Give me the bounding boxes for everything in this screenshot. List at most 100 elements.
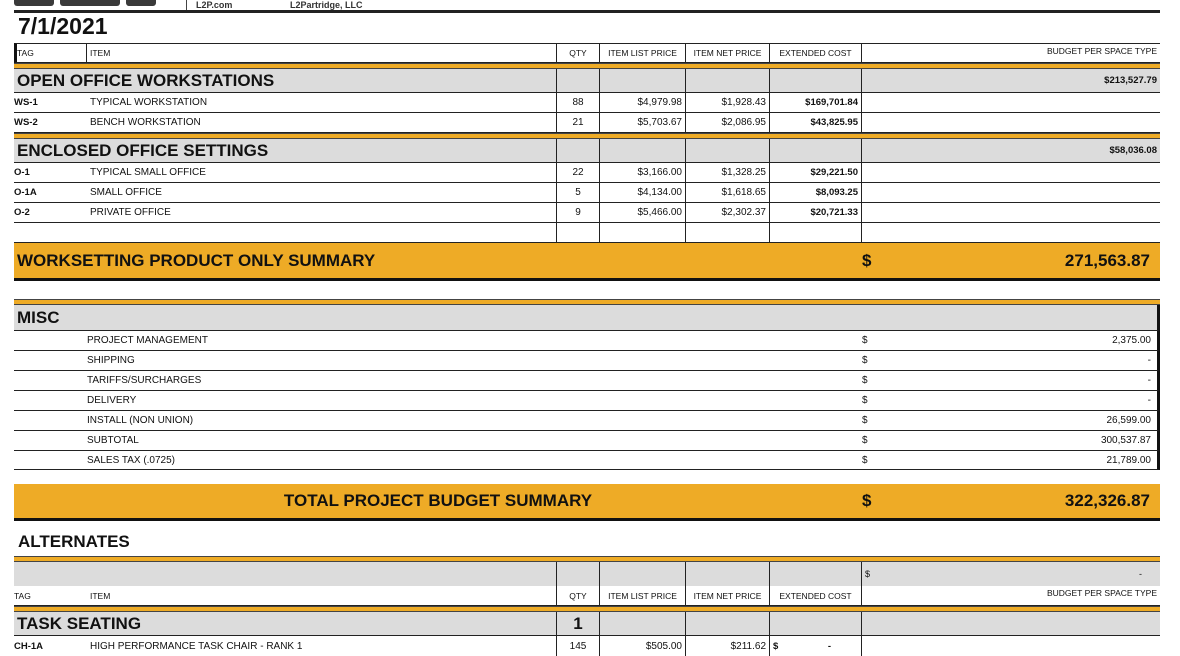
col-tag: TAG <box>14 590 31 601</box>
row-net-price: $1,618.65 <box>686 183 770 202</box>
row-extended-cost: - <box>827 640 831 652</box>
row-extended-cost: $20,721.33 <box>770 203 862 222</box>
summary-label: TOTAL PROJECT BUDGET SUMMARY <box>283 491 593 510</box>
misc-value: 2,375.00 <box>1112 335 1151 346</box>
table-row: WS-2 BENCH WORKSTATION 21 $5,703.67 $2,0… <box>14 113 1160 133</box>
misc-row: SHIPPING $ - <box>14 351 1160 371</box>
misc-label: TARIFFS/SURCHARGES <box>87 375 202 386</box>
col-item: ITEM <box>87 44 557 62</box>
table-row: CH-1A HIGH PERFORMANCE TASK CHAIR - RANK… <box>14 636 1160 656</box>
row-qty: 21 <box>557 113 600 132</box>
misc-label: DELIVERY <box>87 395 137 406</box>
summary-currency: $ <box>862 491 872 510</box>
col-budget: BUDGET PER SPACE TYPE <box>1046 46 1157 56</box>
row-extended-cost: $169,701.84 <box>770 93 862 112</box>
misc-currency: $ <box>862 335 868 346</box>
row-net-price: $1,328.25 <box>686 163 770 182</box>
report-date: 7/1/2021 <box>18 13 108 39</box>
gold-divider <box>14 606 1160 612</box>
misc-row: SALES TAX (.0725) $21,789.00 <box>14 451 1160 470</box>
site-url: L2P.com <box>196 0 233 10</box>
summary-currency: $ <box>862 250 872 270</box>
misc-row: INSTALL (NON UNION) $26,599.00 <box>14 411 1160 431</box>
misc-currency: $ <box>862 395 868 406</box>
row-extended-cost: $8,093.25 <box>770 183 862 202</box>
misc-value: - <box>1147 395 1151 406</box>
table-row: WS-1 TYPICAL WORKSTATION 88 $4,979.98 $1… <box>14 93 1160 113</box>
alternates-title: ALTERNATES <box>18 532 130 551</box>
col-qty: QTY <box>557 586 600 605</box>
section-title: MISC <box>17 307 60 327</box>
row-net-price: $1,928.43 <box>686 93 770 112</box>
row-list-price: $505.00 <box>600 636 686 656</box>
section-misc: MISC <box>14 305 1160 331</box>
row-qty: 9 <box>557 203 600 222</box>
misc-label: SUBTOTAL <box>87 435 139 446</box>
misc-currency: $ <box>862 375 868 386</box>
row-qty: 5 <box>557 183 600 202</box>
col-qty: QTY <box>557 44 600 62</box>
section-title: ENCLOSED OFFICE SETTINGS <box>14 139 557 162</box>
row-qty: 22 <box>557 163 600 182</box>
company-logo <box>14 0 174 6</box>
summary-label: WORKSETTING PRODUCT ONLY SUMMARY <box>17 250 376 270</box>
column-header-row: TAG ITEM QTY ITEM LIST PRICE ITEM NET PR… <box>14 586 1160 606</box>
row-list-price: $4,134.00 <box>600 183 686 202</box>
section-task-seating: TASK SEATING 1 <box>14 612 1160 636</box>
row-net-price: $2,086.95 <box>686 113 770 132</box>
section-title: OPEN OFFICE WORKSTATIONS <box>14 69 557 92</box>
misc-currency: $ <box>862 435 868 446</box>
row-ext-currency: $ <box>773 640 779 652</box>
table-row: O-1A SMALL OFFICE 5 $4,134.00 $1,618.65 … <box>14 183 1160 203</box>
gold-divider <box>14 133 1160 139</box>
row-item: TYPICAL WORKSTATION <box>87 93 557 112</box>
misc-value: - <box>1147 355 1151 366</box>
gold-divider <box>14 556 1160 562</box>
misc-label: SALES TAX (.0725) <box>87 454 176 466</box>
row-list-price: $4,979.98 <box>600 93 686 112</box>
row-qty: 88 <box>557 93 600 112</box>
col-tag: TAG <box>17 44 87 62</box>
alternates-value: - <box>1139 569 1142 579</box>
row-tag: O-1A <box>14 187 37 198</box>
misc-currency: $ <box>862 355 868 366</box>
row-list-price: $3,166.00 <box>600 163 686 182</box>
misc-value: - <box>1147 375 1151 386</box>
row-list-price: $5,703.67 <box>600 113 686 132</box>
row-tag: CH-1A <box>14 640 44 652</box>
col-extended-cost: EXTENDED COST <box>770 586 862 605</box>
row-tag: O-1 <box>14 167 30 178</box>
row-item: BENCH WORKSTATION <box>87 113 557 132</box>
column-header-row: TAG ITEM QTY ITEM LIST PRICE ITEM NET PR… <box>14 43 1160 63</box>
row-net-price: $211.62 <box>686 636 770 656</box>
misc-currency: $ <box>862 454 868 466</box>
worksetting-summary: WORKSETTING PRODUCT ONLY SUMMARY $ 271,5… <box>14 243 1160 281</box>
row-extended-cost: $43,825.95 <box>770 113 862 132</box>
misc-value: 21,789.00 <box>1106 454 1152 466</box>
misc-row: DELIVERY $ - <box>14 391 1160 411</box>
row-tag: WS-1 <box>14 97 38 108</box>
section-enclosed-office: ENCLOSED OFFICE SETTINGS $58,036.08 <box>14 139 1160 163</box>
section-budget: $58,036.08 <box>1109 145 1157 156</box>
table-row: O-2 PRIVATE OFFICE 9 $5,466.00 $2,302.37… <box>14 203 1160 223</box>
row-item: PRIVATE OFFICE <box>87 203 557 222</box>
row-list-price: $5,466.00 <box>600 203 686 222</box>
col-budget: BUDGET PER SPACE TYPE <box>1046 588 1157 598</box>
misc-currency: $ <box>862 415 868 426</box>
section-budget: $213,527.79 <box>1104 75 1157 86</box>
row-item: SMALL OFFICE <box>87 183 557 202</box>
misc-label: INSTALL (NON UNION) <box>87 415 194 426</box>
row-item: TYPICAL SMALL OFFICE <box>87 163 557 182</box>
table-row: O-1 TYPICAL SMALL OFFICE 22 $3,166.00 $1… <box>14 163 1160 183</box>
misc-value: 300,537.87 <box>1100 435 1151 446</box>
row-item: HIGH PERFORMANCE TASK CHAIR - RANK 1 <box>87 636 557 656</box>
row-net-price: $2,302.37 <box>686 203 770 222</box>
gold-divider <box>14 63 1160 69</box>
misc-label: SHIPPING <box>87 355 135 366</box>
alternates-budget-row: $ - <box>14 562 1160 586</box>
col-list-price: ITEM LIST PRICE <box>600 44 686 62</box>
total-summary: TOTAL PROJECT BUDGET SUMMARY $ 322,326.8… <box>14 484 1160 521</box>
alternates-currency: $ <box>865 569 871 579</box>
summary-value: 322,326.87 <box>1064 491 1150 510</box>
row-tag: WS-2 <box>14 117 38 128</box>
